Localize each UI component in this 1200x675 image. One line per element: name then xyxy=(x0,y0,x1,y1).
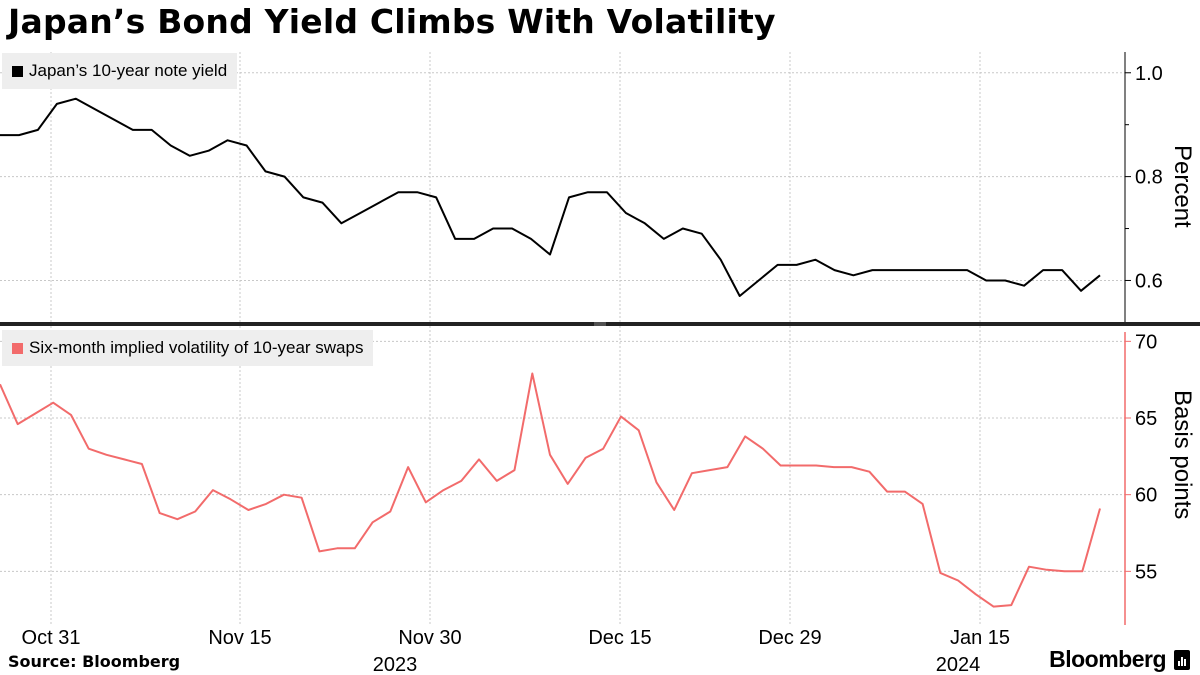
legend-volatility: Six-month implied volatility of 10-year … xyxy=(2,330,374,366)
ytick-label-top-2: 1.0 xyxy=(1135,63,1163,85)
ytick-label-bottom-2: 65 xyxy=(1135,408,1157,430)
series-line-yield xyxy=(0,97,1101,297)
series-line-volatility xyxy=(0,372,1101,608)
legend-volatility-label: Six-month implied volatility of 10-year … xyxy=(29,338,364,357)
legend-yield: Japan’s 10-year note yield xyxy=(2,53,238,89)
ytick-label-bottom-1: 60 xyxy=(1135,485,1157,507)
xtick-label-2: Nov 30 xyxy=(398,627,461,649)
source-note: Source: Bloomberg xyxy=(8,652,181,671)
legend-volatility-swatch xyxy=(12,342,23,354)
ytick-label-top-1: 0.8 xyxy=(1135,167,1163,189)
xtick-label-1: Nov 15 xyxy=(208,627,271,649)
xtick-label-4: Dec 29 xyxy=(758,627,821,649)
xtick-label-0: Oct 31 xyxy=(22,627,81,649)
ylabel-bottom: Basis points xyxy=(1169,390,1196,519)
ytick-label-top-0: 0.6 xyxy=(1135,270,1163,292)
legend-yield-label: Japan’s 10-year note yield xyxy=(29,61,228,80)
xtick-label-5: Jan 15 xyxy=(950,627,1010,649)
year-label-0: 2023 xyxy=(373,654,418,675)
legend-yield-swatch xyxy=(12,65,23,77)
brand-logo: Bloomberg xyxy=(1049,646,1166,672)
chart-title: Japan’s Bond Yield Climbs With Volatilit… xyxy=(8,2,776,41)
ytick-label-bottom-3: 70 xyxy=(1135,331,1157,353)
panel-divider xyxy=(0,322,1200,326)
bloomberg-terminal-icon xyxy=(1174,650,1190,670)
ytick-label-bottom-0: 55 xyxy=(1135,561,1157,583)
year-label-1: 2024 xyxy=(936,654,981,675)
ylabel-top: Percent xyxy=(1169,145,1196,228)
xtick-label-3: Dec 15 xyxy=(588,627,651,649)
